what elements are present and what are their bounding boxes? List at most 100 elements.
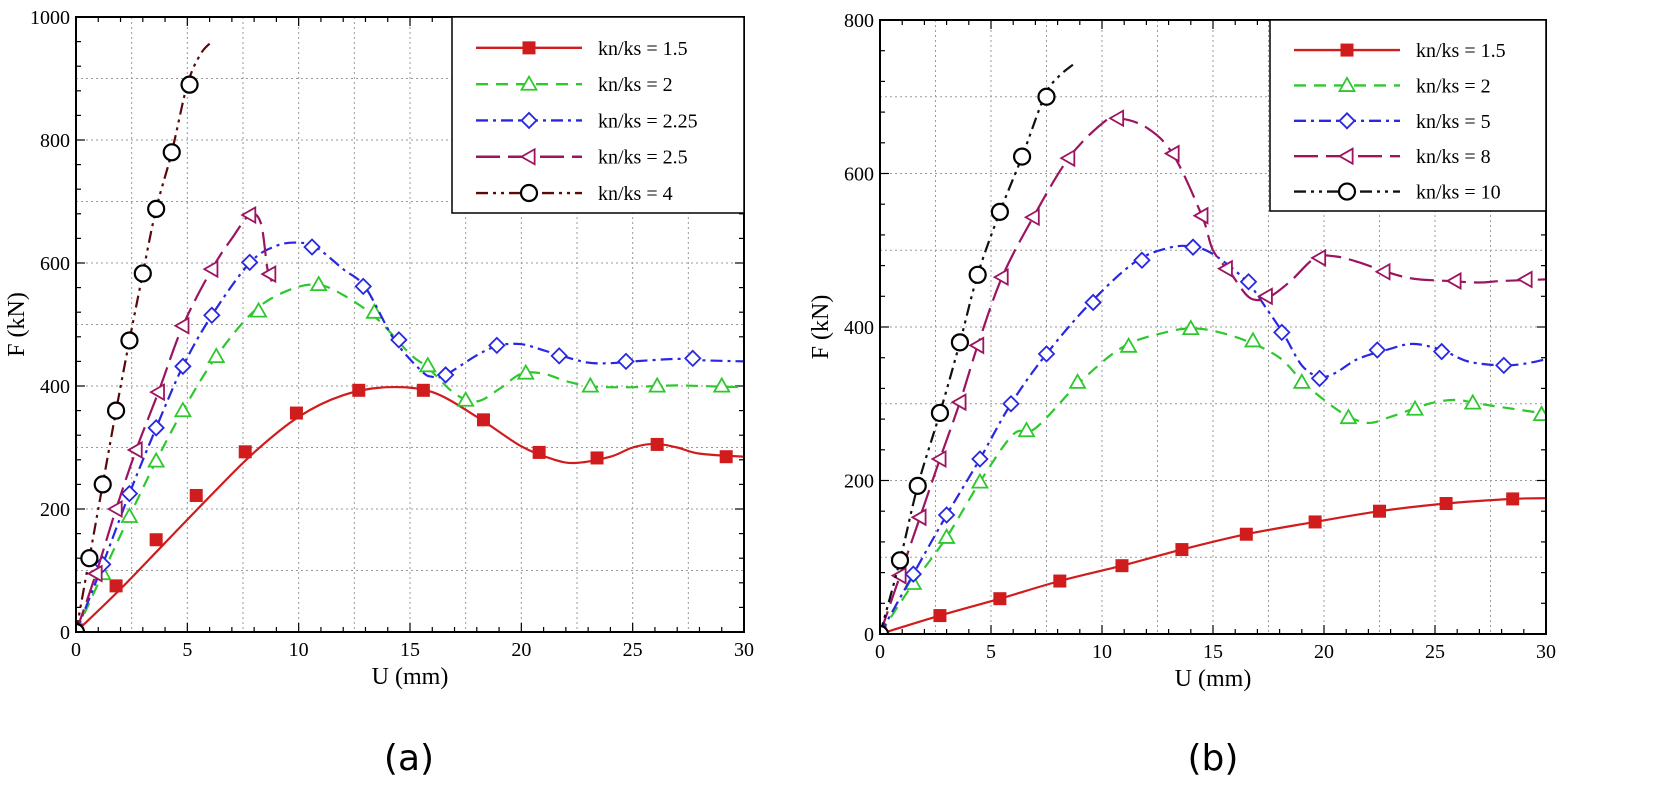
legend-label: kn/ks = 5 <box>1416 111 1491 133</box>
series-4 <box>880 109 1546 634</box>
chart-panel-b: 0 5 10 15 20 25 30 0 200 400 600 800 U (mm) F (kN) kn/… <box>808 10 1556 692</box>
data-point <box>1059 149 1076 168</box>
data-point <box>456 390 475 407</box>
y-tick-label: 0 <box>60 622 70 644</box>
data-point <box>1239 272 1258 291</box>
series-1 <box>76 383 744 632</box>
series-5 <box>76 40 213 632</box>
x-tick-label: 10 <box>1092 641 1112 663</box>
data-point <box>120 484 139 503</box>
legend-label: kn/ks = 2.5 <box>598 147 688 169</box>
y-tick-label: 400 <box>40 376 70 398</box>
data-point <box>937 506 956 524</box>
series-2 <box>76 275 744 632</box>
data-point <box>904 565 923 583</box>
data-point <box>880 624 890 634</box>
data-point <box>238 445 252 459</box>
data-point <box>684 349 702 368</box>
data-point <box>1439 497 1453 511</box>
data-point <box>1292 372 1311 389</box>
legend: kn/ks = 1.5 kn/ks = 2 kn/ks = 5 kn/ks = 8 kn… <box>1269 19 1547 212</box>
data-point <box>1192 206 1209 225</box>
data-point <box>436 366 455 384</box>
data-point <box>149 383 165 402</box>
data-point <box>933 609 947 623</box>
data-point <box>126 440 143 460</box>
legend-label: kn/ks = 2 <box>1416 75 1491 97</box>
data-point <box>532 445 546 459</box>
data-point <box>1374 262 1391 281</box>
legend: kn/ks = 1.5 kn/ks = 2 kn/ks = 2.25 kn/ks = … <box>451 16 745 214</box>
data-point <box>1239 527 1253 541</box>
data-point <box>162 143 181 162</box>
legend-label: kn/ks = 4 <box>598 183 673 205</box>
data-point <box>590 451 604 465</box>
data-point <box>354 277 373 296</box>
data-point <box>1184 238 1202 256</box>
y-axis-label: F (kN) <box>808 295 834 360</box>
y-tick-label: 800 <box>40 130 70 152</box>
data-point <box>106 401 126 420</box>
data-point <box>1133 251 1151 270</box>
data-point <box>80 549 99 568</box>
data-point <box>1119 336 1138 353</box>
data-point <box>147 451 166 468</box>
panel-caption-a: (a) <box>384 738 434 779</box>
data-point <box>990 202 1009 221</box>
data-point <box>1002 394 1020 413</box>
legend-label: kn/ks = 1.5 <box>598 38 688 60</box>
data-point <box>1495 356 1513 375</box>
data-point <box>149 533 163 547</box>
data-point <box>488 336 506 355</box>
data-point <box>1037 87 1056 106</box>
data-point <box>968 336 985 355</box>
data-point <box>1175 543 1189 557</box>
data-point <box>1163 144 1180 163</box>
series-line <box>76 212 273 632</box>
x-tick-label: 0 <box>71 639 81 661</box>
legend-box <box>1269 19 1547 212</box>
data-point <box>289 406 303 420</box>
series-line <box>880 327 1546 634</box>
data-point <box>1373 504 1386 518</box>
legend-label: kn/ks = 1.5 <box>1416 40 1506 62</box>
data-point <box>174 357 192 376</box>
x-tick-label: 5 <box>182 639 192 661</box>
data-point <box>240 205 257 225</box>
legend-marker <box>1338 112 1356 130</box>
x-tick-label: 25 <box>1425 641 1445 663</box>
data-point <box>581 376 600 393</box>
data-point <box>240 253 259 272</box>
series-2 <box>880 319 1546 634</box>
series-line <box>880 116 1546 634</box>
legend-marker <box>1337 147 1354 166</box>
legend-label: kn/ks = 2 <box>598 74 673 96</box>
chart-panel-a: 0 5 10 15 20 25 30 0 200 400 600 800 1000 U (mm) F (kN… <box>4 7 754 690</box>
data-point <box>993 592 1007 606</box>
series-3 <box>880 238 1546 634</box>
y-tick-label: 200 <box>40 499 70 521</box>
y-tick-label: 0 <box>864 624 874 646</box>
panel-caption-b: (b) <box>1188 738 1239 779</box>
data-point <box>1181 319 1200 336</box>
data-point <box>309 275 328 292</box>
legend-label: kn/ks = 2.25 <box>598 110 698 132</box>
y-tick-label: 400 <box>844 317 874 339</box>
series-5 <box>880 63 1074 634</box>
data-point <box>1017 421 1036 438</box>
x-tick-label: 20 <box>1314 641 1334 663</box>
data-point <box>950 333 970 352</box>
data-point <box>1405 399 1425 416</box>
data-point <box>1115 559 1129 573</box>
data-point <box>418 356 437 373</box>
data-point <box>890 566 907 585</box>
data-point <box>1506 492 1520 506</box>
y-tick-label: 600 <box>844 164 874 186</box>
legend-marker <box>522 41 536 55</box>
data-point <box>180 75 199 94</box>
data-point <box>890 551 910 570</box>
x-tick-label: 25 <box>623 639 643 661</box>
data-point <box>1243 331 1263 348</box>
data-point <box>260 265 277 284</box>
data-point <box>992 268 1009 287</box>
